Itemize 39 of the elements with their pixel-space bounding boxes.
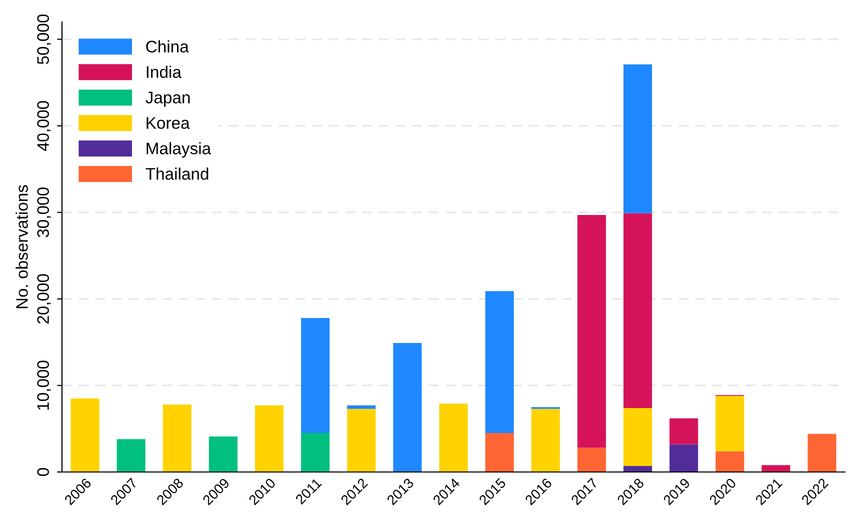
legend-label: Korea <box>146 117 190 129</box>
bar <box>670 418 698 444</box>
bar <box>623 466 652 472</box>
legend-label: Thailand <box>146 168 208 180</box>
legend-label: Malaysia <box>146 142 212 158</box>
bar <box>70 398 100 472</box>
bar <box>301 433 330 472</box>
bar <box>716 396 744 452</box>
bar <box>485 433 514 472</box>
bar <box>716 451 744 472</box>
bar <box>623 64 652 214</box>
legend-label: India <box>146 66 182 78</box>
y-tick-label: 10,000 <box>37 360 51 410</box>
bar <box>623 213 652 408</box>
y-axis-title: No. observations <box>16 185 28 308</box>
bar <box>301 318 330 434</box>
bar <box>577 448 606 472</box>
y-tick-label: 40,000 <box>37 101 51 151</box>
bar <box>762 465 790 472</box>
bar <box>208 436 238 472</box>
bar <box>808 434 836 472</box>
bar <box>116 439 146 472</box>
y-tick-label: 0 <box>37 468 49 476</box>
y-tick-label: 50,000 <box>37 14 51 64</box>
bar <box>623 408 652 466</box>
y-tick-label: 20,000 <box>37 274 51 324</box>
bar <box>162 404 192 472</box>
bar <box>347 408 376 472</box>
bar <box>254 405 284 472</box>
legend-label: Japan <box>146 92 190 107</box>
bar <box>670 444 698 472</box>
bar <box>577 214 606 448</box>
bar <box>439 404 468 472</box>
legend-label: China <box>146 40 189 52</box>
bar <box>393 343 422 472</box>
bar <box>347 405 376 409</box>
y-tick-label: 30,000 <box>37 188 51 238</box>
bar <box>531 408 560 472</box>
bar <box>485 291 514 434</box>
